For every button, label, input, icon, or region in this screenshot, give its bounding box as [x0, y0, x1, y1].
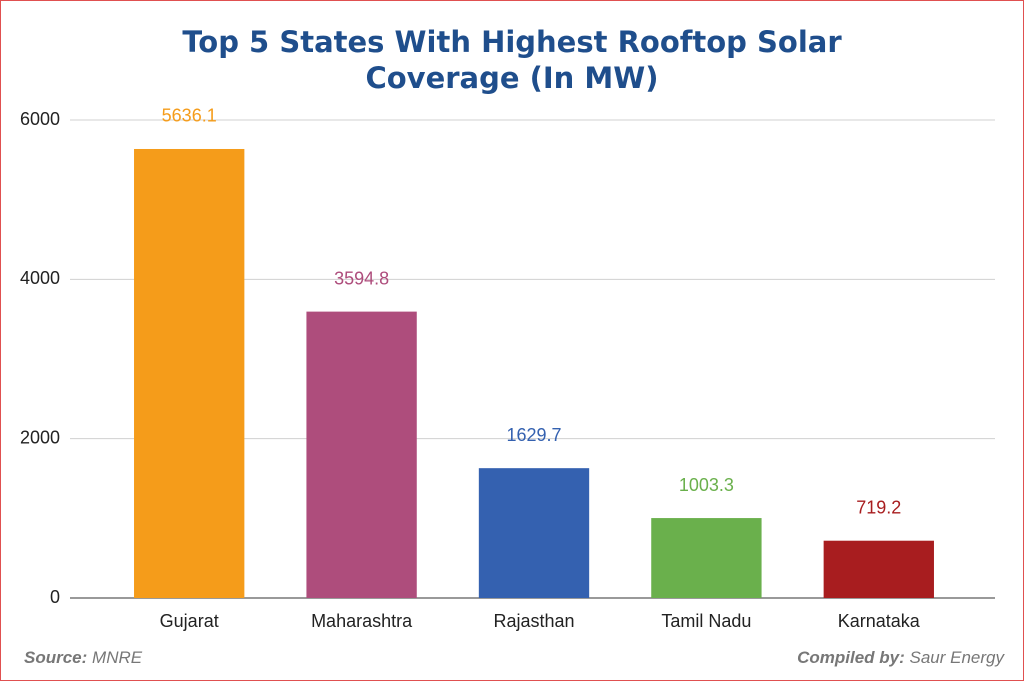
y-tick-label: 2000 — [20, 427, 60, 447]
source: Source: MNRE — [24, 648, 142, 668]
y-tick-label: 4000 — [20, 268, 60, 288]
bar — [651, 518, 762, 598]
source-text: MNRE — [92, 648, 143, 667]
bar — [823, 540, 934, 598]
value-label: 1003.3 — [679, 475, 734, 495]
compiled-label: Compiled by: — [797, 648, 905, 667]
bar — [478, 468, 590, 598]
value-label: 719.2 — [856, 497, 901, 517]
x-tick-label: Karnataka — [838, 611, 921, 631]
bar — [134, 148, 245, 598]
value-label: 5636.1 — [162, 106, 217, 126]
chart-title: Top 5 States With Highest Rooftop Solar … — [182, 25, 842, 95]
x-tick-label: Gujarat — [160, 611, 219, 631]
x-tick-label: Rajasthan — [493, 611, 574, 631]
compiled-text: Saur Energy — [909, 648, 1005, 667]
source-label: Source: — [24, 648, 88, 667]
y-tick-label: 0 — [50, 587, 60, 607]
x-tick-label: Maharashtra — [311, 611, 413, 631]
bar — [306, 311, 417, 598]
y-tick-label: 6000 — [20, 109, 60, 129]
compiled: Compiled by: Saur Energy — [797, 648, 1004, 668]
x-tick-label: Tamil Nadu — [661, 611, 751, 631]
value-label: 1629.7 — [506, 425, 561, 445]
value-label: 3594.8 — [334, 268, 389, 288]
